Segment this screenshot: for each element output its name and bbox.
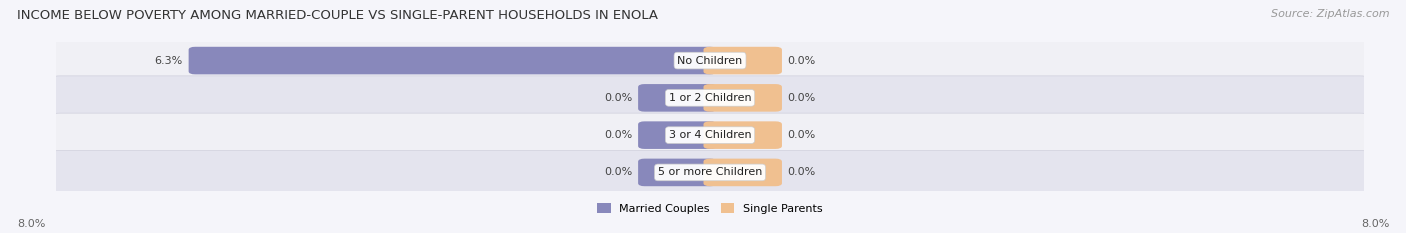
Text: 0.0%: 0.0% <box>605 130 633 140</box>
Text: 1 or 2 Children: 1 or 2 Children <box>669 93 751 103</box>
Text: INCOME BELOW POVERTY AMONG MARRIED-COUPLE VS SINGLE-PARENT HOUSEHOLDS IN ENOLA: INCOME BELOW POVERTY AMONG MARRIED-COUPL… <box>17 9 658 22</box>
Text: 0.0%: 0.0% <box>787 130 815 140</box>
FancyBboxPatch shape <box>48 151 1372 194</box>
FancyBboxPatch shape <box>48 113 1372 157</box>
Text: 6.3%: 6.3% <box>155 56 183 65</box>
FancyBboxPatch shape <box>638 121 717 149</box>
Text: 0.0%: 0.0% <box>787 168 815 177</box>
FancyBboxPatch shape <box>703 121 782 149</box>
Text: Source: ZipAtlas.com: Source: ZipAtlas.com <box>1271 9 1389 19</box>
FancyBboxPatch shape <box>48 39 1372 82</box>
Text: 3 or 4 Children: 3 or 4 Children <box>669 130 751 140</box>
FancyBboxPatch shape <box>703 47 782 74</box>
Legend: Married Couples, Single Parents: Married Couples, Single Parents <box>593 199 827 218</box>
Text: No Children: No Children <box>678 56 742 65</box>
Text: 0.0%: 0.0% <box>787 56 815 65</box>
FancyBboxPatch shape <box>188 47 717 74</box>
Text: 5 or more Children: 5 or more Children <box>658 168 762 177</box>
FancyBboxPatch shape <box>638 159 717 186</box>
FancyBboxPatch shape <box>703 159 782 186</box>
FancyBboxPatch shape <box>48 76 1372 120</box>
FancyBboxPatch shape <box>638 84 717 112</box>
Text: 0.0%: 0.0% <box>787 93 815 103</box>
FancyBboxPatch shape <box>703 84 782 112</box>
Text: 0.0%: 0.0% <box>605 93 633 103</box>
Text: 8.0%: 8.0% <box>17 219 45 229</box>
Text: 8.0%: 8.0% <box>1361 219 1389 229</box>
Text: 0.0%: 0.0% <box>605 168 633 177</box>
